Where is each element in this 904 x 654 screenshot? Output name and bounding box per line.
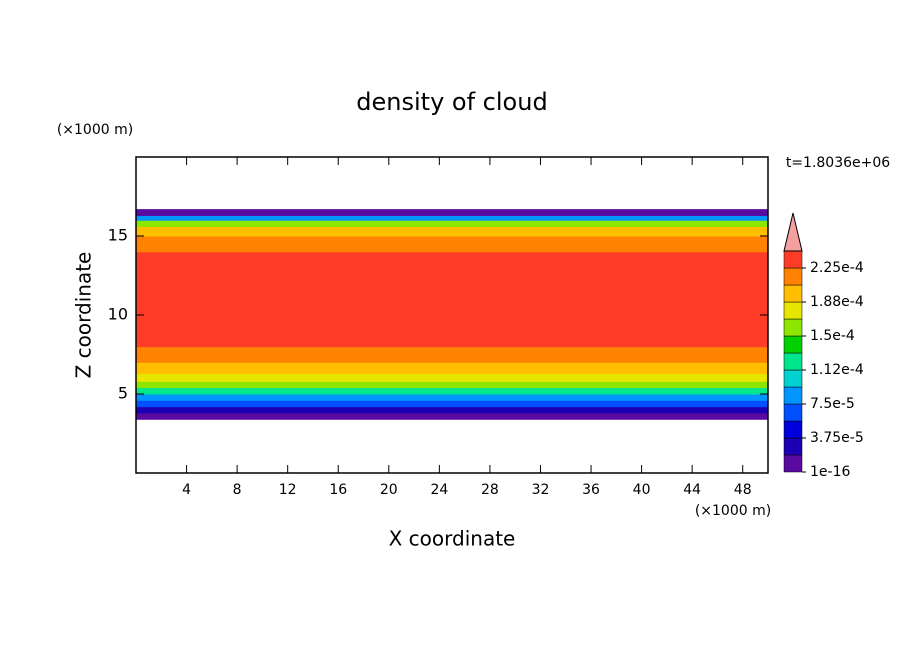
x-tick-label: 48 (734, 482, 752, 498)
colorbar-label: 1.12e-4 (810, 362, 864, 378)
chart-title: density of cloud (356, 88, 547, 116)
colorbar-box (783, 335, 803, 354)
colorbar-label: 2.25e-4 (810, 260, 864, 276)
y-tick-label: 10 (108, 305, 128, 324)
contour-band (136, 220, 768, 228)
colorbar-label: 3.75e-5 (810, 430, 864, 446)
x-tick-label: 16 (329, 482, 347, 498)
x-tick-label: 32 (532, 482, 550, 498)
colorbar-box (783, 369, 803, 388)
colorbar-label: 1e-16 (810, 464, 850, 480)
x-tick-label: 40 (633, 482, 651, 498)
contour-band (136, 387, 768, 395)
x-tick-label: 44 (683, 482, 701, 498)
contour-band (136, 209, 768, 216)
x-tick-label: 12 (279, 482, 297, 498)
contour-band (136, 373, 768, 382)
colorbar-label: 1.88e-4 (810, 294, 864, 310)
x-tick-label: 28 (481, 482, 499, 498)
y-tick-label: 15 (108, 226, 128, 245)
x-axis-title: X coordinate (389, 527, 516, 551)
x-tick-label: 8 (233, 482, 242, 498)
contour-band (136, 215, 768, 221)
colorbar-box (783, 454, 803, 473)
x-tick-label: 4 (182, 482, 191, 498)
time-label: t=1.8036e+06 (786, 155, 890, 171)
contour-band (136, 236, 768, 253)
colorbar-box (783, 437, 803, 456)
x-unit: (×1000 m) (695, 503, 771, 519)
contour-band (136, 412, 768, 420)
contour-band (136, 362, 768, 374)
colorbar-box (783, 318, 803, 337)
colorbar-label: 7.5e-5 (810, 396, 855, 412)
contour-band (136, 251, 768, 332)
colorbar-box (783, 250, 803, 269)
colorbar-box (783, 267, 803, 286)
colorbar-box (783, 352, 803, 371)
y-tick-label: 5 (118, 384, 128, 403)
contour-band (136, 400, 768, 408)
x-tick-label: 20 (380, 482, 398, 498)
colorbar-box (783, 301, 803, 320)
y-unit: (×1000 m) (57, 122, 133, 138)
x-tick-label: 36 (582, 482, 600, 498)
contour-band (136, 381, 768, 389)
colorbar-label: 1.5e-4 (810, 328, 855, 344)
contour-band (136, 226, 768, 237)
contour-band (136, 394, 768, 401)
colorbar-box (783, 403, 803, 422)
colorbar-box (783, 420, 803, 439)
x-tick-label: 24 (430, 482, 448, 498)
colorbar-box (783, 386, 803, 405)
contour-band (136, 406, 768, 414)
contour-band (136, 346, 768, 363)
colorbar-extend (783, 212, 803, 252)
y-axis-title: Z coordinate (72, 252, 96, 379)
colorbar-box (783, 284, 803, 303)
contour-band (136, 330, 768, 348)
